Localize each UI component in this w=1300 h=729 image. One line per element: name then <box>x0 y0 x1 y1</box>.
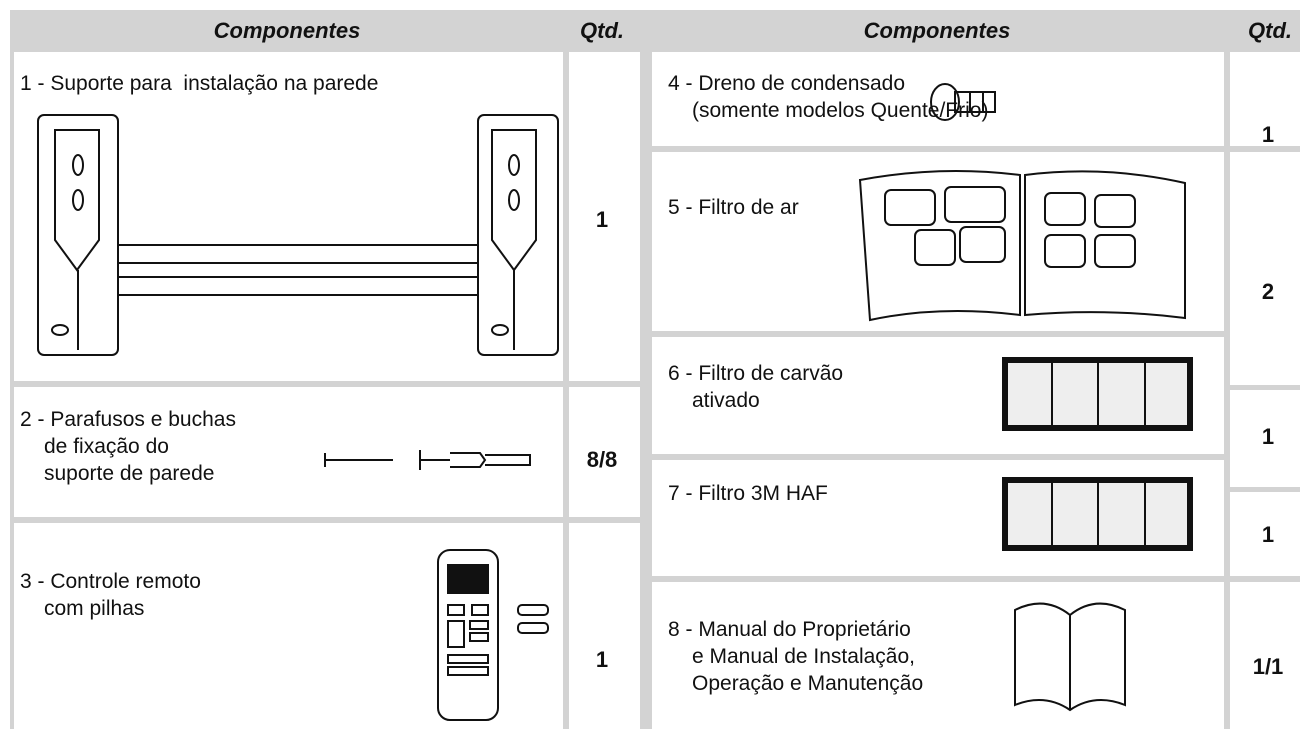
item-qty: 2 <box>1261 279 1275 304</box>
header-qty: Qtd. <box>1248 18 1292 43</box>
item-text: e Manual de Instalação, <box>692 645 915 668</box>
header-qty: Qtd. <box>580 18 624 43</box>
item-text: 1 - Suporte para instalação na parede <box>20 72 379 95</box>
item-text: de fixação do <box>44 435 169 458</box>
border <box>563 52 569 729</box>
item-text: Operação e Manutenção <box>692 672 924 695</box>
book-illustration <box>1014 602 1126 712</box>
item-qty: 1 <box>595 647 609 672</box>
border <box>14 381 640 387</box>
border <box>1230 487 1300 492</box>
border <box>652 146 1300 152</box>
remote-illustration <box>437 549 549 721</box>
item-qty: 1 <box>1261 522 1275 547</box>
screw-illustration <box>324 450 531 470</box>
item-text: 7 - Filtro 3M HAF <box>668 482 828 505</box>
item-qty: 1/1 <box>1252 654 1284 679</box>
border <box>14 517 640 523</box>
item-text: 3 - Controle remoto <box>20 570 201 593</box>
header-components: Componentes <box>213 18 361 43</box>
header-components: Componentes <box>863 18 1011 43</box>
border <box>1230 385 1300 390</box>
border <box>640 52 652 729</box>
border <box>10 52 14 729</box>
item-qty: 8/8 <box>586 447 618 472</box>
item-text: suporte de parede <box>44 462 215 485</box>
drain-illustration <box>930 83 996 121</box>
item-qty: 1 <box>1261 122 1275 147</box>
border <box>652 331 1224 337</box>
header-bar <box>10 10 1300 52</box>
filter-illustration <box>1002 477 1193 551</box>
filter-illustration <box>1002 357 1193 431</box>
item-text: com pilhas <box>44 597 145 620</box>
item-text: 6 - Filtro de carvão <box>668 362 844 385</box>
item-text: (somente modelos Quente/Frio) <box>692 99 989 122</box>
item-text: ativado <box>692 389 760 412</box>
item-text: 2 - Parafusos e buchas <box>20 408 236 431</box>
border <box>652 454 1224 460</box>
item-text: 4 - Dreno de condensado <box>668 72 905 95</box>
item-text: 5 - Filtro de ar <box>668 196 799 219</box>
bracket-illustration <box>37 114 559 356</box>
item-text: 8 - Manual do Proprietário <box>668 618 911 641</box>
border <box>652 576 1300 582</box>
border <box>1224 52 1230 729</box>
item-qty: 1 <box>595 207 609 232</box>
air-filter-illustration <box>858 170 1186 322</box>
item-qty: 1 <box>1261 424 1275 449</box>
